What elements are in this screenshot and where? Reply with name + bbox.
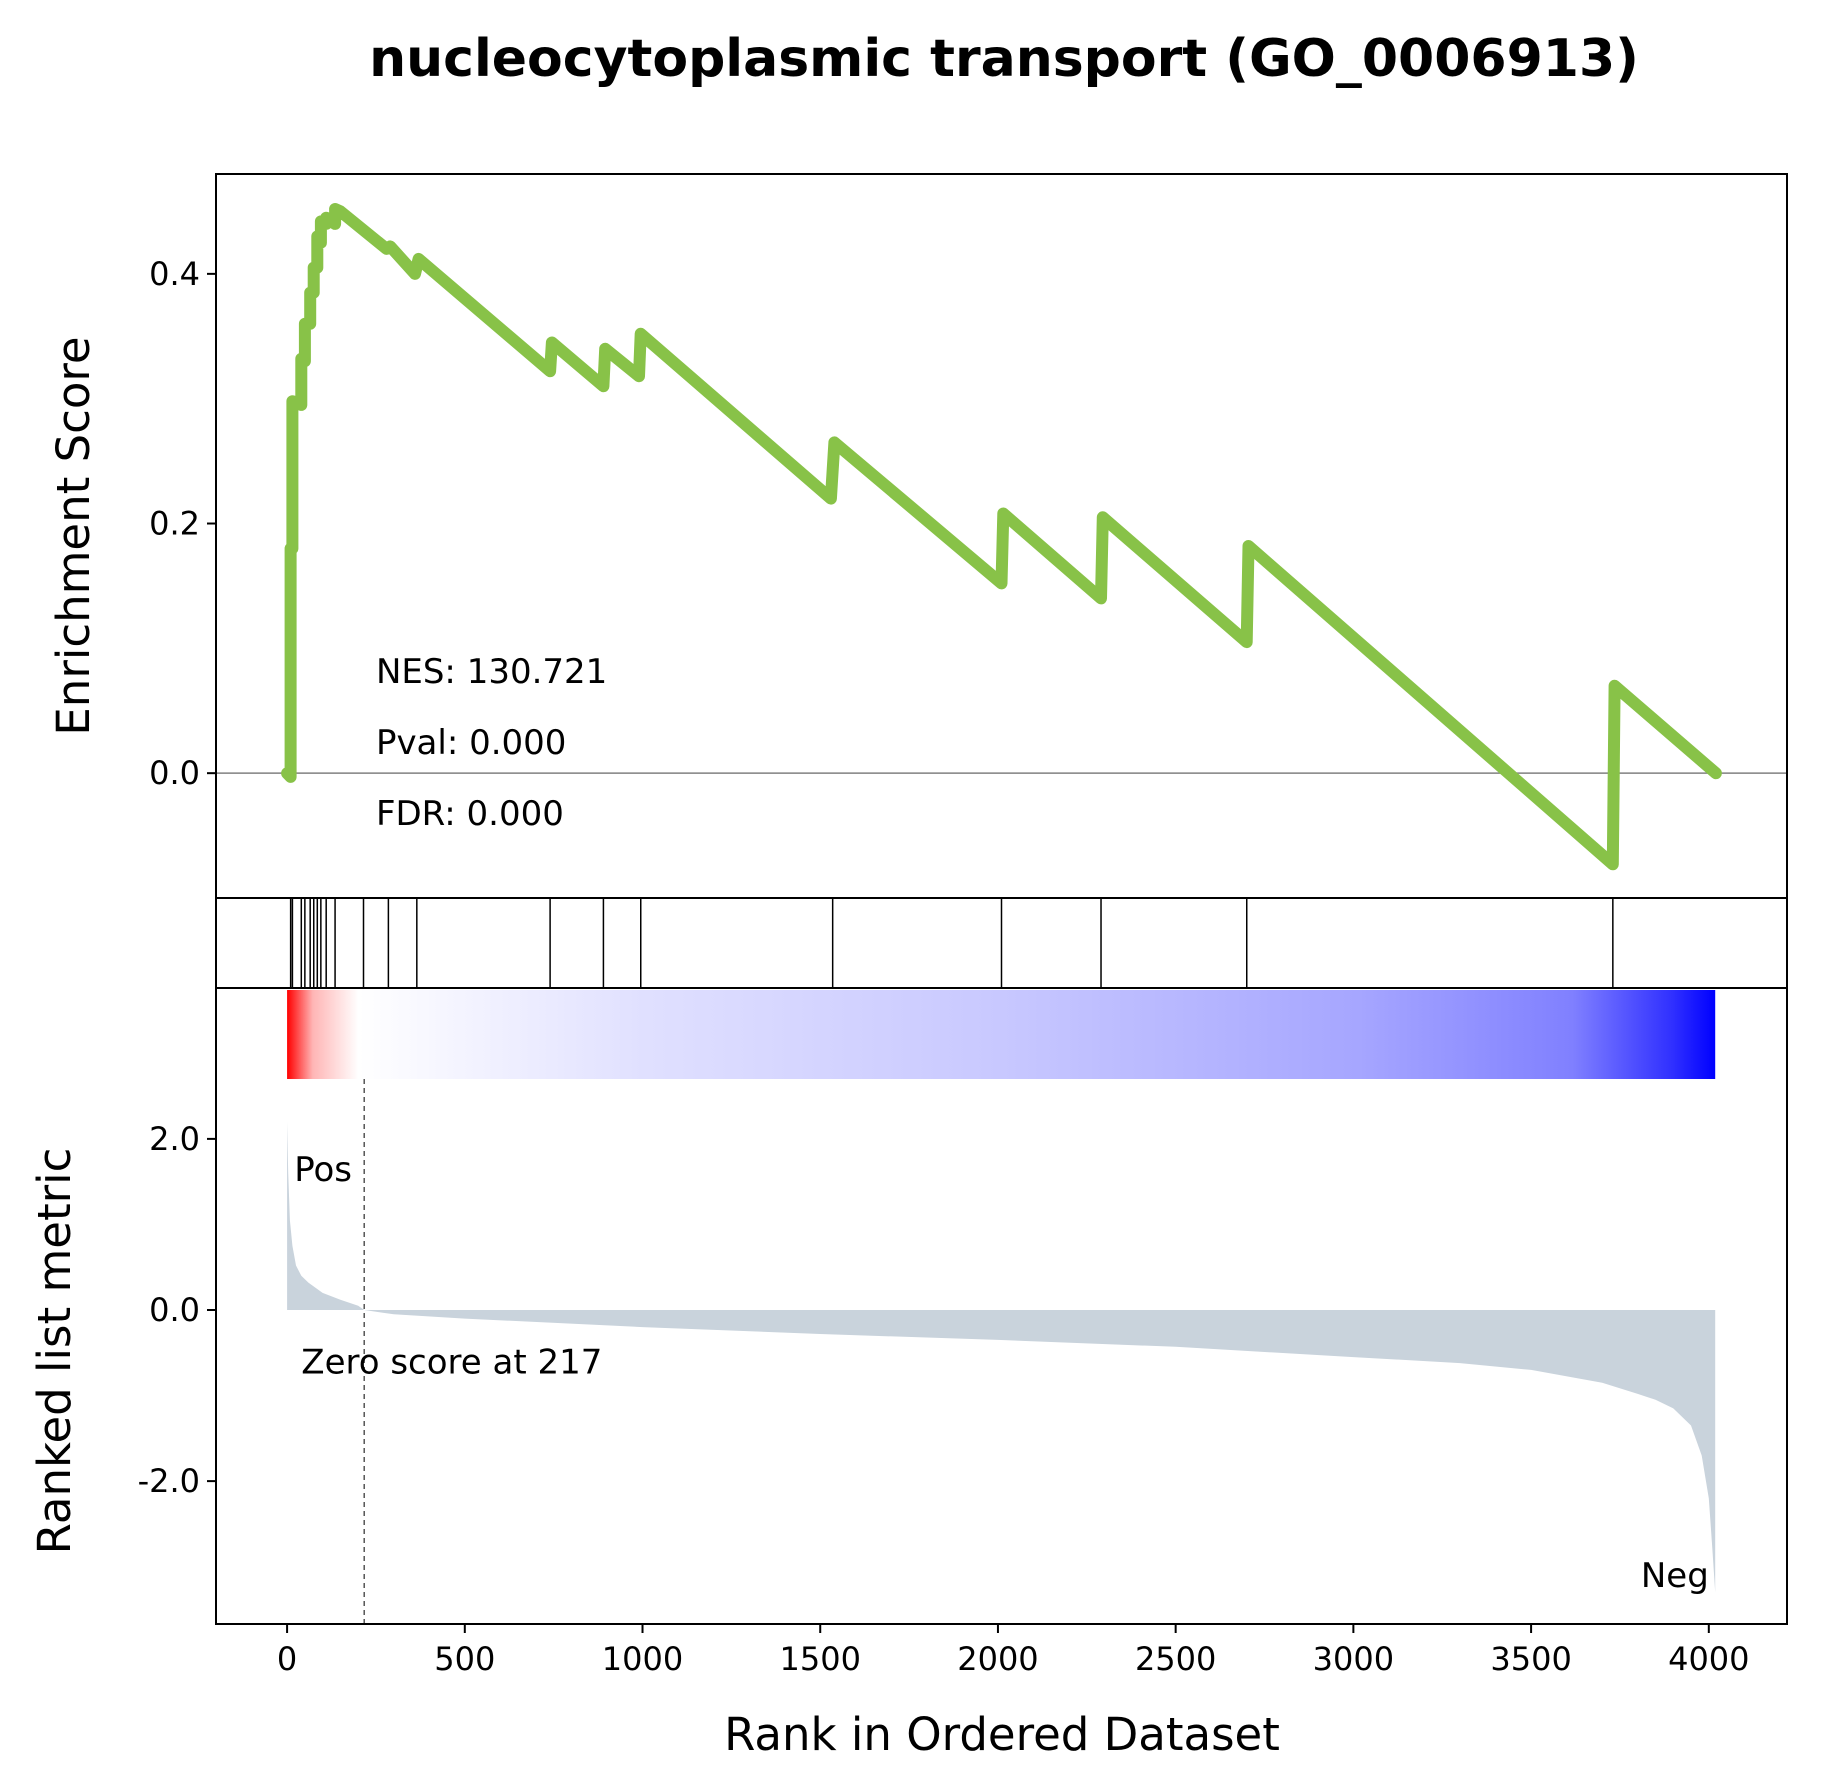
enrichment-stat-text: Pval: 0.000 <box>376 723 567 763</box>
zero-score-label: Zero score at 217 <box>301 1342 602 1382</box>
enrichment-stat-text: FDR: 0.000 <box>376 794 564 834</box>
ranked-metric-y-tick-label: 0.0 <box>149 1291 200 1329</box>
ranked-metric-y-tick-label: -2.0 <box>138 1462 200 1500</box>
hit-markers <box>289 899 1614 987</box>
enrichment-y-tick-label: 0.0 <box>149 754 200 792</box>
enrichment-stat-text: NES: 130.721 <box>376 652 607 692</box>
enrichment-y-tick-label: 0.4 <box>149 255 200 293</box>
ranked-metric-area <box>287 1121 1716 1593</box>
ranked-metric-panel-frame <box>215 987 1788 1625</box>
ranked-metric-y-axis-label: Ranked list metric <box>28 1148 81 1555</box>
x-axis-ticks: 0 500 1000 1500 2000 2500 3000 3500 4000 <box>277 1624 1750 1678</box>
ranked-metric-y-ticks: 2.0 0.0 -2.0 <box>138 1120 216 1500</box>
ranked-metric-y-tick-label: 2.0 <box>149 1120 200 1158</box>
enrichment-score-line <box>281 203 1722 871</box>
ranked-metric-panel: Zero score at 217 Pos Neg 2.0 0.0 -2.0 Ran… <box>28 987 1788 1625</box>
x-tick-label: 1000 <box>602 1640 683 1678</box>
x-tick-label: 1500 <box>780 1640 861 1678</box>
x-tick-label: 3500 <box>1490 1640 1571 1678</box>
enrichment-panel: 0.0 0.2 0.4 NES: 130.721 Pval: 0.000 FDR: 0.… <box>47 173 1788 899</box>
neg-label: Neg <box>1641 1556 1709 1596</box>
x-tick-label: 0 <box>277 1640 297 1678</box>
enrichment-stats: NES: 130.721 Pval: 0.000 FDR: 0.000 <box>376 652 607 834</box>
x-tick-label: 3000 <box>1313 1640 1394 1678</box>
hits-panel <box>215 897 1788 989</box>
x-tick-label: 4000 <box>1668 1640 1749 1678</box>
x-tick-label: 500 <box>434 1640 495 1678</box>
enrichment-y-tick-label: 0.2 <box>149 505 200 543</box>
pos-label: Pos <box>294 1150 352 1190</box>
x-tick-label: 2000 <box>957 1640 1038 1678</box>
x-tick-label: 2500 <box>1135 1640 1216 1678</box>
rank-color-bar <box>287 990 1716 1079</box>
enrichment-y-axis-label: Enrichment Score <box>47 336 100 735</box>
enrichment-y-ticks: 0.0 0.2 0.4 <box>149 255 216 792</box>
chart-title: nucleocytoplasmic transport (GO_0006913) <box>369 29 1639 89</box>
x-axis-label: Rank in Ordered Dataset <box>724 1708 1280 1761</box>
